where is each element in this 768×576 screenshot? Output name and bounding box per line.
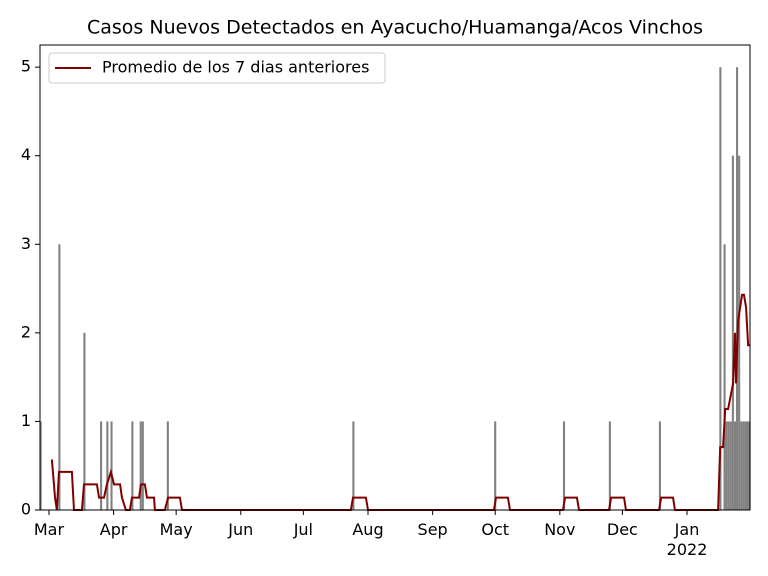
chart-title: Casos Nuevos Detectados en Ayacucho/Huam…: [87, 17, 703, 39]
bar: [736, 67, 739, 511]
x-tick-label: Nov: [544, 520, 576, 539]
bar: [742, 421, 745, 510]
bar: [733, 421, 737, 510]
bar: [658, 421, 661, 510]
bar: [139, 421, 142, 510]
plot-frame: [39, 44, 751, 511]
x-tick-label: Oct: [481, 520, 510, 539]
bar: [131, 421, 134, 510]
bar: [352, 421, 355, 510]
bar: [83, 332, 86, 510]
bar: [746, 421, 749, 510]
bar: [744, 421, 747, 510]
legend: Promedio de los 7 dias anteriores: [48, 52, 386, 84]
bar: [58, 244, 61, 511]
x-tick-label: Aug: [352, 520, 384, 539]
y-tick-label: 0: [21, 500, 31, 519]
bar: [39, 421, 42, 510]
bar: [723, 244, 726, 511]
x-tick-label: Jul: [293, 520, 313, 539]
x-tick-label: Jan 2022: [666, 520, 708, 559]
legend-label: Promedio de los 7 dias anteriores: [102, 58, 369, 77]
y-tick-label: 3: [21, 234, 31, 253]
bar: [729, 421, 732, 510]
bar: [562, 421, 566, 510]
bar: [141, 421, 144, 510]
bar: [106, 421, 109, 510]
x-tick-label: Mar: [33, 520, 65, 539]
bar: [740, 421, 743, 510]
bar: [738, 155, 741, 510]
bar: [727, 421, 730, 510]
bar: [608, 421, 611, 510]
bar: [494, 421, 497, 510]
x-tick-label: Sep: [417, 520, 448, 539]
y-tick-label: 4: [21, 145, 31, 164]
bar: [731, 155, 734, 510]
legend-box: [48, 52, 386, 84]
x-tick-label: Jun: [228, 520, 254, 539]
y-tick-label: 2: [21, 322, 31, 341]
avg-line: [50, 293, 750, 511]
bar: [166, 421, 169, 510]
bar: [100, 421, 103, 510]
y-tick-label: 5: [21, 57, 31, 76]
x-tick-label: Apr: [99, 520, 128, 539]
x-tick-label: Dec: [606, 520, 638, 539]
bar: [725, 421, 728, 510]
x-tick-label: May: [159, 520, 193, 539]
y-tick-label: 1: [21, 411, 31, 430]
bar: [719, 67, 722, 511]
bar: [110, 421, 113, 510]
